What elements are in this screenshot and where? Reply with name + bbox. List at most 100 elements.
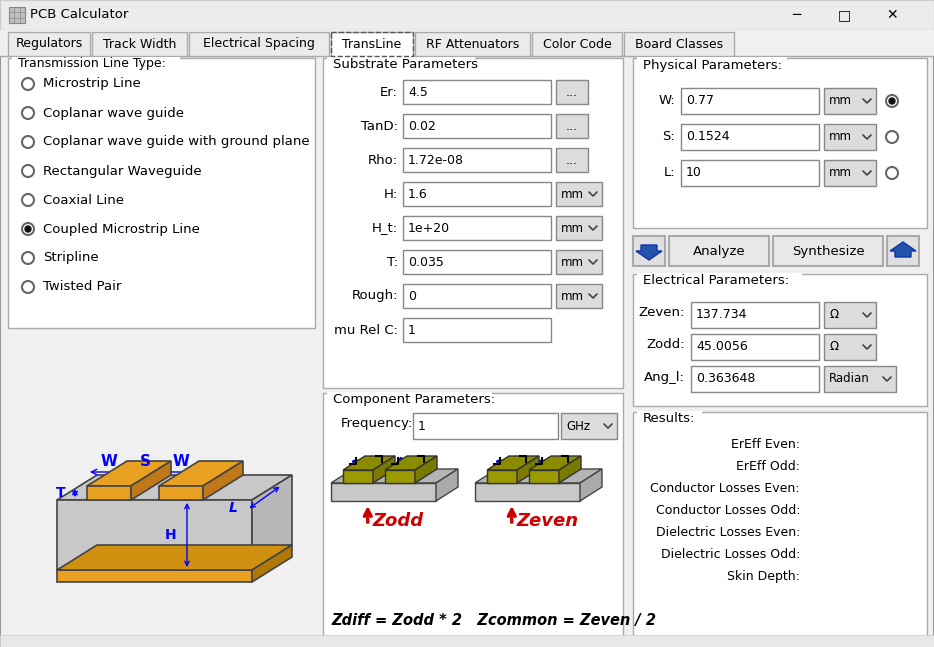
Text: TransLine: TransLine <box>343 38 402 50</box>
Text: T:: T: <box>387 256 398 269</box>
Text: H: H <box>165 528 177 542</box>
Bar <box>331 32 413 56</box>
Text: Zeven:: Zeven: <box>639 307 685 320</box>
Text: Analyze: Analyze <box>693 245 745 258</box>
Text: 45.0056: 45.0056 <box>696 340 748 353</box>
Text: ...: ... <box>566 153 578 166</box>
Polygon shape <box>159 486 203 500</box>
Text: Zodd:: Zodd: <box>646 338 685 351</box>
Polygon shape <box>385 470 415 483</box>
Circle shape <box>886 131 898 143</box>
Bar <box>556 182 602 206</box>
Bar <box>532 32 622 56</box>
Text: 0.77: 0.77 <box>686 94 714 107</box>
Text: Color Code: Color Code <box>543 38 612 50</box>
Bar <box>403 318 551 342</box>
Text: Zdiff = Zodd * 2   Zcommon = Zeven / 2: Zdiff = Zodd * 2 Zcommon = Zeven / 2 <box>331 613 656 628</box>
Text: ErEff Even:: ErEff Even: <box>731 438 800 451</box>
Polygon shape <box>57 500 252 570</box>
Text: Coaxial Line: Coaxial Line <box>43 193 124 206</box>
Text: ...: ... <box>566 120 578 133</box>
Text: TanD:: TanD: <box>361 120 398 133</box>
Bar <box>403 182 551 206</box>
Bar <box>413 413 558 439</box>
Polygon shape <box>475 483 580 501</box>
Bar <box>8 58 315 328</box>
Text: 1.6: 1.6 <box>408 188 428 201</box>
Text: Coplanar wave guide: Coplanar wave guide <box>43 107 184 120</box>
Text: Regulators: Regulators <box>15 38 82 50</box>
Bar <box>824 88 876 114</box>
Circle shape <box>22 78 34 90</box>
Bar <box>633 412 927 639</box>
Circle shape <box>22 252 34 264</box>
Text: Coplanar wave guide with ground plane: Coplanar wave guide with ground plane <box>43 135 310 149</box>
Bar <box>633 58 927 228</box>
Text: W: W <box>173 454 190 470</box>
Polygon shape <box>373 456 395 483</box>
Text: Board Classes: Board Classes <box>635 38 723 50</box>
Polygon shape <box>436 469 458 501</box>
Text: Substrate Parameters: Substrate Parameters <box>333 58 478 72</box>
Text: Rho:: Rho: <box>368 153 398 166</box>
Text: L:: L: <box>663 166 675 179</box>
Polygon shape <box>159 461 243 486</box>
Text: Frequency:: Frequency: <box>341 417 414 430</box>
Polygon shape <box>331 483 436 501</box>
Circle shape <box>22 223 34 235</box>
Text: W: W <box>101 454 118 470</box>
Bar <box>556 80 588 104</box>
Bar <box>403 148 551 172</box>
Polygon shape <box>529 456 581 470</box>
Text: mm: mm <box>561 256 584 269</box>
Bar <box>633 236 665 266</box>
Text: Transmission Line Type:: Transmission Line Type: <box>18 58 166 71</box>
Text: 0.363648: 0.363648 <box>696 373 756 386</box>
Circle shape <box>886 95 898 107</box>
Text: GHz: GHz <box>566 419 590 432</box>
Text: Coupled Microstrip Line: Coupled Microstrip Line <box>43 223 200 236</box>
Text: Synthesize: Synthesize <box>792 245 864 258</box>
Text: PCB Calculator: PCB Calculator <box>30 8 128 21</box>
Text: mm: mm <box>829 131 852 144</box>
Text: Rectangular Waveguide: Rectangular Waveguide <box>43 164 202 177</box>
Bar <box>633 274 927 406</box>
Polygon shape <box>131 461 171 500</box>
Bar <box>403 284 551 308</box>
Circle shape <box>22 194 34 206</box>
Polygon shape <box>331 469 458 483</box>
Circle shape <box>889 98 895 104</box>
Text: H:: H: <box>384 188 398 201</box>
Bar <box>12 57 180 71</box>
Circle shape <box>22 136 34 148</box>
Bar <box>691 366 819 392</box>
Text: ✕: ✕ <box>886 8 898 22</box>
Bar <box>824 334 876 360</box>
Text: Rough:: Rough: <box>351 289 398 303</box>
Text: T: T <box>56 486 65 500</box>
Text: mm: mm <box>561 188 584 201</box>
Text: Dielectric Losses Even:: Dielectric Losses Even: <box>656 526 800 539</box>
Polygon shape <box>529 470 559 483</box>
Text: 0.035: 0.035 <box>408 256 444 269</box>
Text: mu Rel C:: mu Rel C: <box>334 324 398 336</box>
Text: Zeven: Zeven <box>517 512 579 530</box>
Polygon shape <box>252 475 292 570</box>
Polygon shape <box>580 469 602 501</box>
Text: 0.02: 0.02 <box>408 120 436 133</box>
Text: S:: S: <box>662 129 675 142</box>
Text: RF Attenuators: RF Attenuators <box>426 38 519 50</box>
Text: Radian: Radian <box>829 373 870 386</box>
Circle shape <box>886 167 898 179</box>
Text: Physical Parameters:: Physical Parameters: <box>643 58 782 72</box>
Polygon shape <box>343 456 395 470</box>
Text: Microstrip Line: Microstrip Line <box>43 78 141 91</box>
Bar <box>691 302 819 328</box>
Text: 1: 1 <box>418 419 426 432</box>
Bar <box>824 124 876 150</box>
Bar <box>189 32 329 56</box>
Bar <box>403 80 551 104</box>
Text: S: S <box>139 454 150 470</box>
Bar <box>691 334 819 360</box>
Bar <box>556 216 602 240</box>
